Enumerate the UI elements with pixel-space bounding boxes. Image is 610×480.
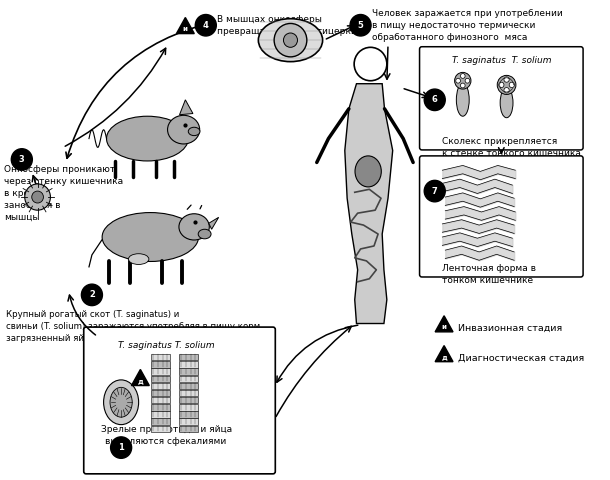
FancyBboxPatch shape <box>151 404 170 410</box>
FancyBboxPatch shape <box>151 411 170 418</box>
Circle shape <box>504 77 509 82</box>
Polygon shape <box>435 316 453 332</box>
Text: В мышцах онкосферы
превращаются в цистицерки: В мышцах онкосферы превращаются в цистиц… <box>218 15 357 36</box>
Polygon shape <box>209 217 218 229</box>
Text: 6: 6 <box>432 96 438 104</box>
Polygon shape <box>176 17 195 34</box>
Circle shape <box>350 14 371 36</box>
Text: 2: 2 <box>89 290 95 300</box>
Text: Онкосферы проникают
через стенку кишечника
в кровь и
заносятся в
мышцы: Онкосферы проникают через стенку кишечни… <box>4 166 123 222</box>
Text: 4: 4 <box>203 21 209 30</box>
Circle shape <box>195 14 217 36</box>
Circle shape <box>12 149 32 170</box>
FancyBboxPatch shape <box>151 426 170 432</box>
FancyBboxPatch shape <box>179 354 198 360</box>
Circle shape <box>424 89 445 110</box>
FancyBboxPatch shape <box>420 47 583 150</box>
Ellipse shape <box>355 156 381 187</box>
Text: д: д <box>137 378 143 384</box>
Ellipse shape <box>179 214 209 240</box>
Ellipse shape <box>104 380 138 425</box>
Ellipse shape <box>129 254 149 264</box>
FancyBboxPatch shape <box>151 390 170 396</box>
Text: Крупный рогатый скот (T. saginatus) и
свиньи (T. solium) заражаются употребляя в: Крупный рогатый скот (T. saginatus) и св… <box>6 311 263 343</box>
Polygon shape <box>131 370 149 385</box>
Text: и: и <box>183 26 188 32</box>
Polygon shape <box>435 346 453 362</box>
Text: 5: 5 <box>357 21 364 30</box>
Circle shape <box>499 82 504 87</box>
Circle shape <box>456 78 461 83</box>
Ellipse shape <box>168 115 199 144</box>
FancyBboxPatch shape <box>179 361 198 368</box>
FancyBboxPatch shape <box>179 368 198 375</box>
FancyBboxPatch shape <box>179 383 198 389</box>
Text: Зрелые проглотиды и яйца
выделяются сфекалиями: Зрелые проглотиды и яйца выделяются сфек… <box>101 425 232 446</box>
FancyBboxPatch shape <box>151 368 170 375</box>
Text: 1: 1 <box>118 443 124 452</box>
Circle shape <box>354 48 387 81</box>
Polygon shape <box>179 100 193 115</box>
FancyBboxPatch shape <box>420 156 583 277</box>
FancyBboxPatch shape <box>151 354 170 360</box>
FancyBboxPatch shape <box>151 361 170 368</box>
Circle shape <box>504 87 509 93</box>
Circle shape <box>454 72 471 89</box>
Circle shape <box>509 82 514 87</box>
Circle shape <box>424 180 445 202</box>
Text: T. saginatus  T. solium: T. saginatus T. solium <box>451 56 551 65</box>
Text: Диагностическая стадия: Диагностическая стадия <box>458 354 584 362</box>
Ellipse shape <box>198 229 211 239</box>
Circle shape <box>461 83 465 88</box>
Text: Ленточная форма в
тонком кишечнике: Ленточная форма в тонком кишечнике <box>442 264 536 285</box>
Circle shape <box>461 73 465 78</box>
FancyBboxPatch shape <box>151 419 170 425</box>
Circle shape <box>497 75 516 95</box>
Text: д: д <box>441 354 447 360</box>
FancyBboxPatch shape <box>151 383 170 389</box>
FancyBboxPatch shape <box>151 397 170 404</box>
Polygon shape <box>345 84 393 324</box>
Circle shape <box>32 191 43 203</box>
Ellipse shape <box>102 213 198 262</box>
Ellipse shape <box>259 19 323 61</box>
FancyBboxPatch shape <box>179 411 198 418</box>
Ellipse shape <box>188 127 200 136</box>
Text: и: и <box>442 324 447 330</box>
Circle shape <box>274 24 307 57</box>
Text: Инвазионная стадия: Инвазионная стадия <box>458 324 562 333</box>
Ellipse shape <box>110 387 132 417</box>
Circle shape <box>465 78 470 83</box>
Text: Человек заражается при употреблении
в пищу недостаточно термически
обработанного: Человек заражается при употреблении в пи… <box>372 9 563 42</box>
FancyBboxPatch shape <box>179 404 198 410</box>
Text: T. saginatus T. solium: T. saginatus T. solium <box>118 341 214 350</box>
Ellipse shape <box>456 84 469 116</box>
Text: Сколекс прикрепляется
к стенке тонкого кишечника: Сколекс прикрепляется к стенке тонкого к… <box>442 137 581 158</box>
Circle shape <box>81 284 102 306</box>
FancyBboxPatch shape <box>151 375 170 382</box>
FancyBboxPatch shape <box>179 397 198 404</box>
FancyBboxPatch shape <box>84 327 275 474</box>
Circle shape <box>110 437 132 458</box>
FancyBboxPatch shape <box>179 419 198 425</box>
Text: 3: 3 <box>19 155 24 164</box>
Ellipse shape <box>500 88 513 118</box>
FancyBboxPatch shape <box>179 390 198 396</box>
Circle shape <box>284 33 298 48</box>
FancyBboxPatch shape <box>179 426 198 432</box>
Circle shape <box>25 184 51 210</box>
Text: 7: 7 <box>432 187 437 195</box>
FancyBboxPatch shape <box>179 375 198 382</box>
Ellipse shape <box>107 116 188 161</box>
